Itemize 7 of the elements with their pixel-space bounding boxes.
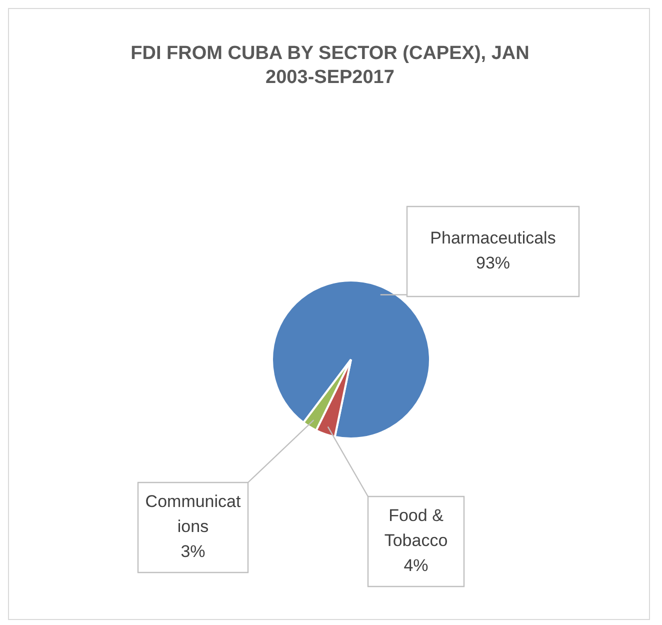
- data-label: 93%: [476, 254, 510, 273]
- chart-title: FDI FROM CUBA BY SECTOR (CAPEX), JAN 2003-SEP2017: [130, 42, 530, 90]
- slice-label: Food & Tobacco: [384, 506, 448, 550]
- data-label: 4%: [404, 556, 428, 576]
- slice-label: Pharmaceuticals: [430, 228, 556, 248]
- data-label: 3%: [180, 542, 206, 562]
- slice-label: Communications: [145, 492, 241, 536]
